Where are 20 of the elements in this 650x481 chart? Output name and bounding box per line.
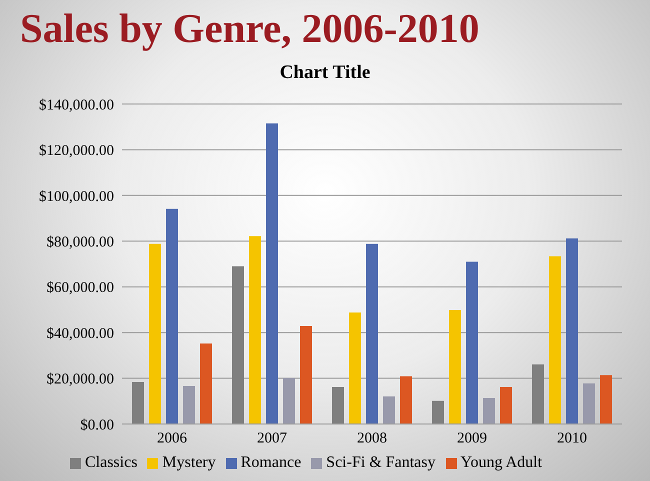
y-tick-label: $40,000.00 <box>46 326 114 342</box>
chart-title: Sales by Genre, 2006-2010 <box>20 4 480 52</box>
x-tick-label: 2010 <box>557 430 587 447</box>
y-tick-label: $140,000.00 <box>39 97 114 114</box>
y-tick-label: $0.00 <box>80 417 114 434</box>
y-tick-label: $100,000.00 <box>39 188 114 205</box>
y-tick-label: $80,000.00 <box>46 234 114 250</box>
y-tick-label: $120,000.00 <box>39 143 114 160</box>
x-tick-label: 2006 <box>157 430 188 447</box>
legend-label: Young Adult <box>460 454 542 471</box>
x-tick-label: 2009 <box>457 430 487 447</box>
legend-label: Romance <box>240 454 302 471</box>
y-tick-label: $20,000.00 <box>46 372 114 388</box>
x-tick-label: 2008 <box>357 430 387 447</box>
y-tick-label: $60,000.00 <box>46 280 114 296</box>
legend-label: Sci-Fi & Fantasy <box>326 454 436 471</box>
x-tick-label: 2007 <box>257 430 288 447</box>
legend-label: Classics <box>84 454 138 471</box>
legend-label: Mystery <box>162 454 216 471</box>
chart-subtitle: Chart Title <box>278 62 372 84</box>
